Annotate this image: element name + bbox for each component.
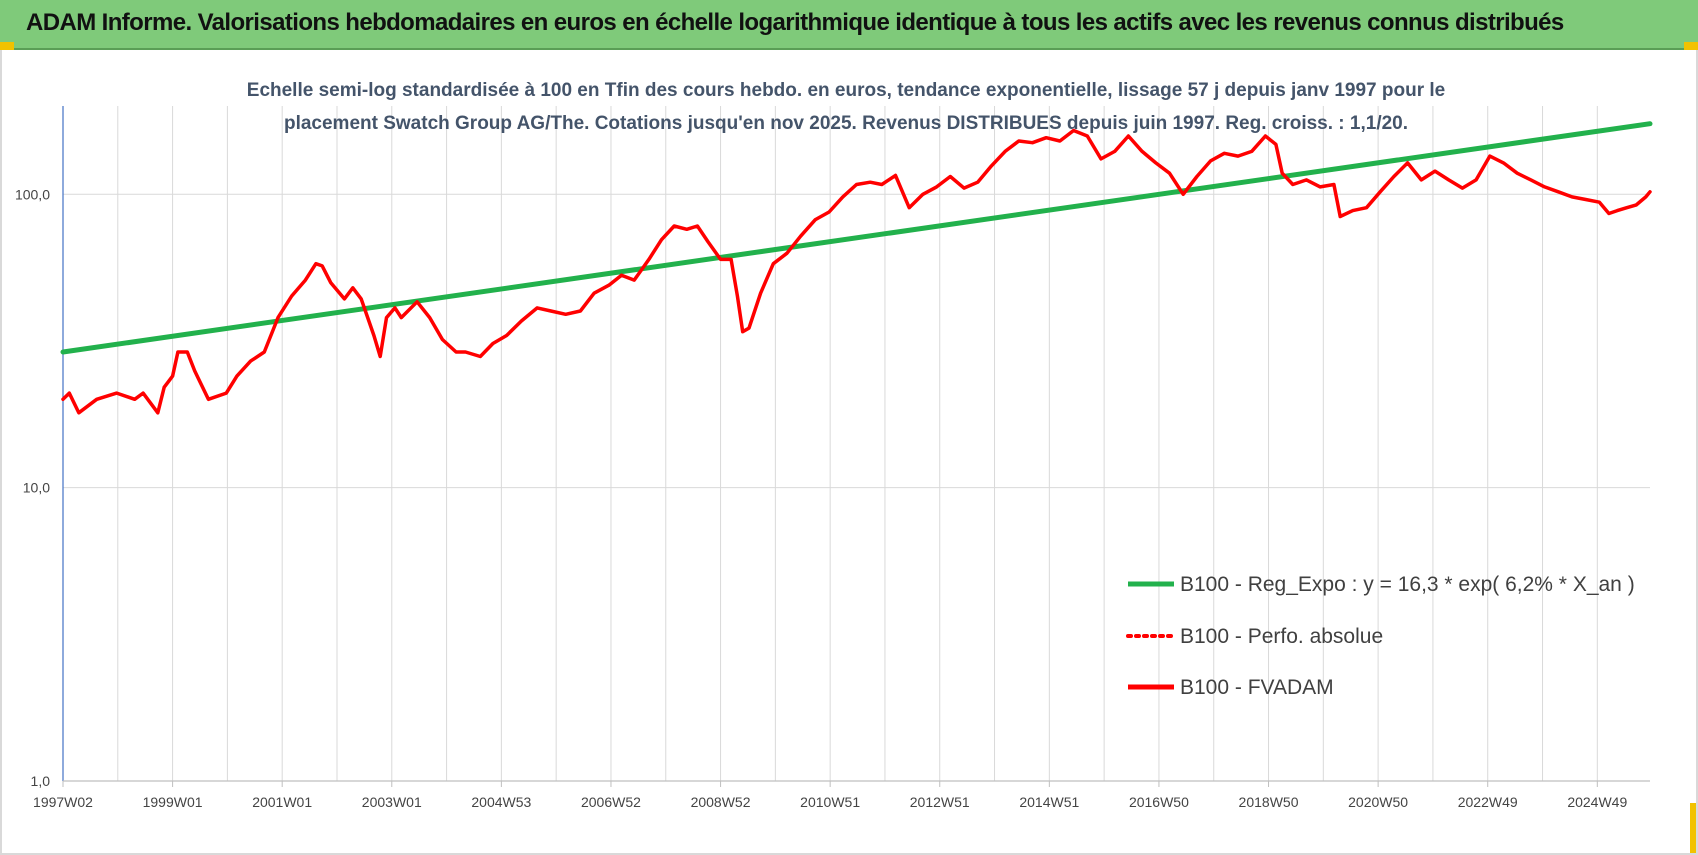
legend-label-perfo: B100 - Perfo. absolue [1180, 625, 1383, 648]
legend-label-fvadam: B100 - FVADAM [1180, 676, 1334, 699]
x-tick-label: 2004W53 [471, 794, 531, 810]
corner-marker-left [0, 42, 14, 50]
x-tick-label: 1999W01 [143, 794, 203, 810]
chart-frame [0, 50, 1698, 855]
y-tick-label: 10,0 [23, 480, 50, 496]
x-tick-label: 2024W49 [1567, 794, 1627, 810]
corner-marker-right [1684, 42, 1698, 50]
title-banner: ADAM Informe. Valorisations hebdomadaire… [0, 0, 1698, 50]
axes [62, 106, 1650, 787]
x-tick-label: 2012W51 [910, 794, 970, 810]
y-tick-labels: 1,0 10,0 100,0 [15, 186, 50, 789]
legend-label-regression: B100 - Reg_Expo : y = 16,3 * exp( 6,2% *… [1180, 573, 1635, 596]
x-tick-labels: 1997W02 1999W01 2001W01 2003W01 2004W53 2006W… [33, 794, 1627, 810]
x-tick-label: 1997W02 [33, 794, 93, 810]
chart-subtitle-line-2: placement Swatch Group AG/The. Cotations… [284, 113, 1408, 134]
chart-subtitle-line-1: Echelle semi-log standardisée à 100 en T… [247, 80, 1445, 101]
series-line-fvadam [61, 128, 1652, 415]
x-tick-label: 2010W51 [800, 794, 860, 810]
gridlines [62, 106, 1650, 782]
series-lines [60, 121, 1653, 415]
y-tick-label: 1,0 [31, 773, 51, 789]
x-tick-label: 2003W01 [362, 794, 422, 810]
x-tick-label: 2006W52 [581, 794, 641, 810]
x-tick-label: 2016W50 [1129, 794, 1189, 810]
x-tick-label: 2018W50 [1239, 794, 1299, 810]
x-tick-label: 2022W49 [1458, 794, 1518, 810]
page-title: ADAM Informe. Valorisations hebdomadaire… [26, 9, 1564, 36]
corner-marker-bottom-right [1690, 803, 1698, 855]
x-tick-label: 2014W51 [1019, 794, 1079, 810]
y-tick-label: 100,0 [15, 186, 50, 202]
legend: B100 - Reg_Expo : y = 16,3 * exp( 6,2% *… [1126, 573, 1635, 699]
x-tick-label: 2008W52 [691, 794, 751, 810]
x-tick-label: 2001W01 [252, 794, 312, 810]
series-line-regression [60, 121, 1653, 355]
x-tick-label: 2020W50 [1348, 794, 1408, 810]
